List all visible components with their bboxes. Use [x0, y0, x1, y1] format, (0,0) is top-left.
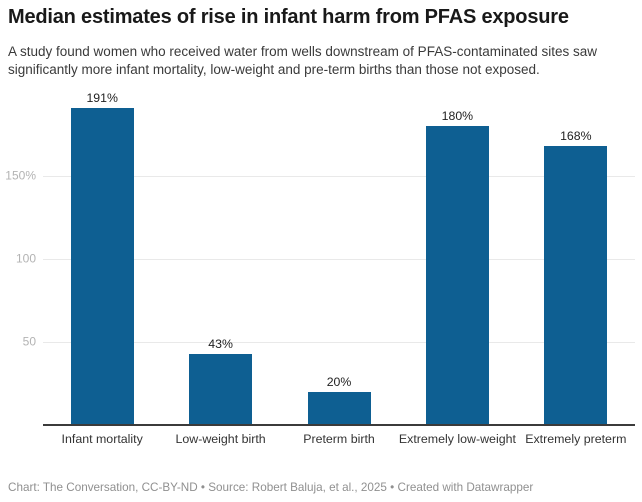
x-axis-category-label: Extremely low-weight [398, 432, 516, 446]
bar-preterm-birth [307, 391, 371, 425]
x-axis-category-label: Preterm birth [303, 432, 375, 446]
bar-value-label: 180% [441, 109, 474, 124]
chart-subtitle: A study found women who received water f… [8, 44, 598, 77]
x-axis-category-label: Infant mortality [61, 432, 143, 446]
y-axis-tick-label: 50 [22, 334, 36, 349]
y-axis-tick-label: 100 [15, 251, 36, 266]
chart-footer-attribution: Chart: The Conversation, CC-BY-ND • Sour… [8, 481, 534, 494]
bar-value-label: 43% [208, 336, 233, 351]
y-gridline [43, 176, 635, 177]
x-axis-category-label: Low-weight birth [175, 432, 266, 446]
bar-value-label: 20% [326, 374, 352, 389]
y-gridline [43, 259, 635, 260]
bar-infant-mortality [70, 107, 134, 425]
chart-title: Median estimates of rise in infant harm … [8, 6, 569, 28]
x-axis-line [43, 424, 635, 426]
bar-extremely-preterm [544, 146, 608, 425]
x-axis-category-label: Extremely preterm [525, 432, 627, 446]
bar-value-label: 191% [86, 90, 118, 105]
bar-low-weight-birth [189, 353, 253, 425]
y-axis-tick-label: 150% [5, 168, 36, 183]
y-gridline [43, 342, 635, 343]
bar-value-label: 168% [560, 129, 592, 144]
bar-extremely-low-weight [425, 126, 489, 425]
